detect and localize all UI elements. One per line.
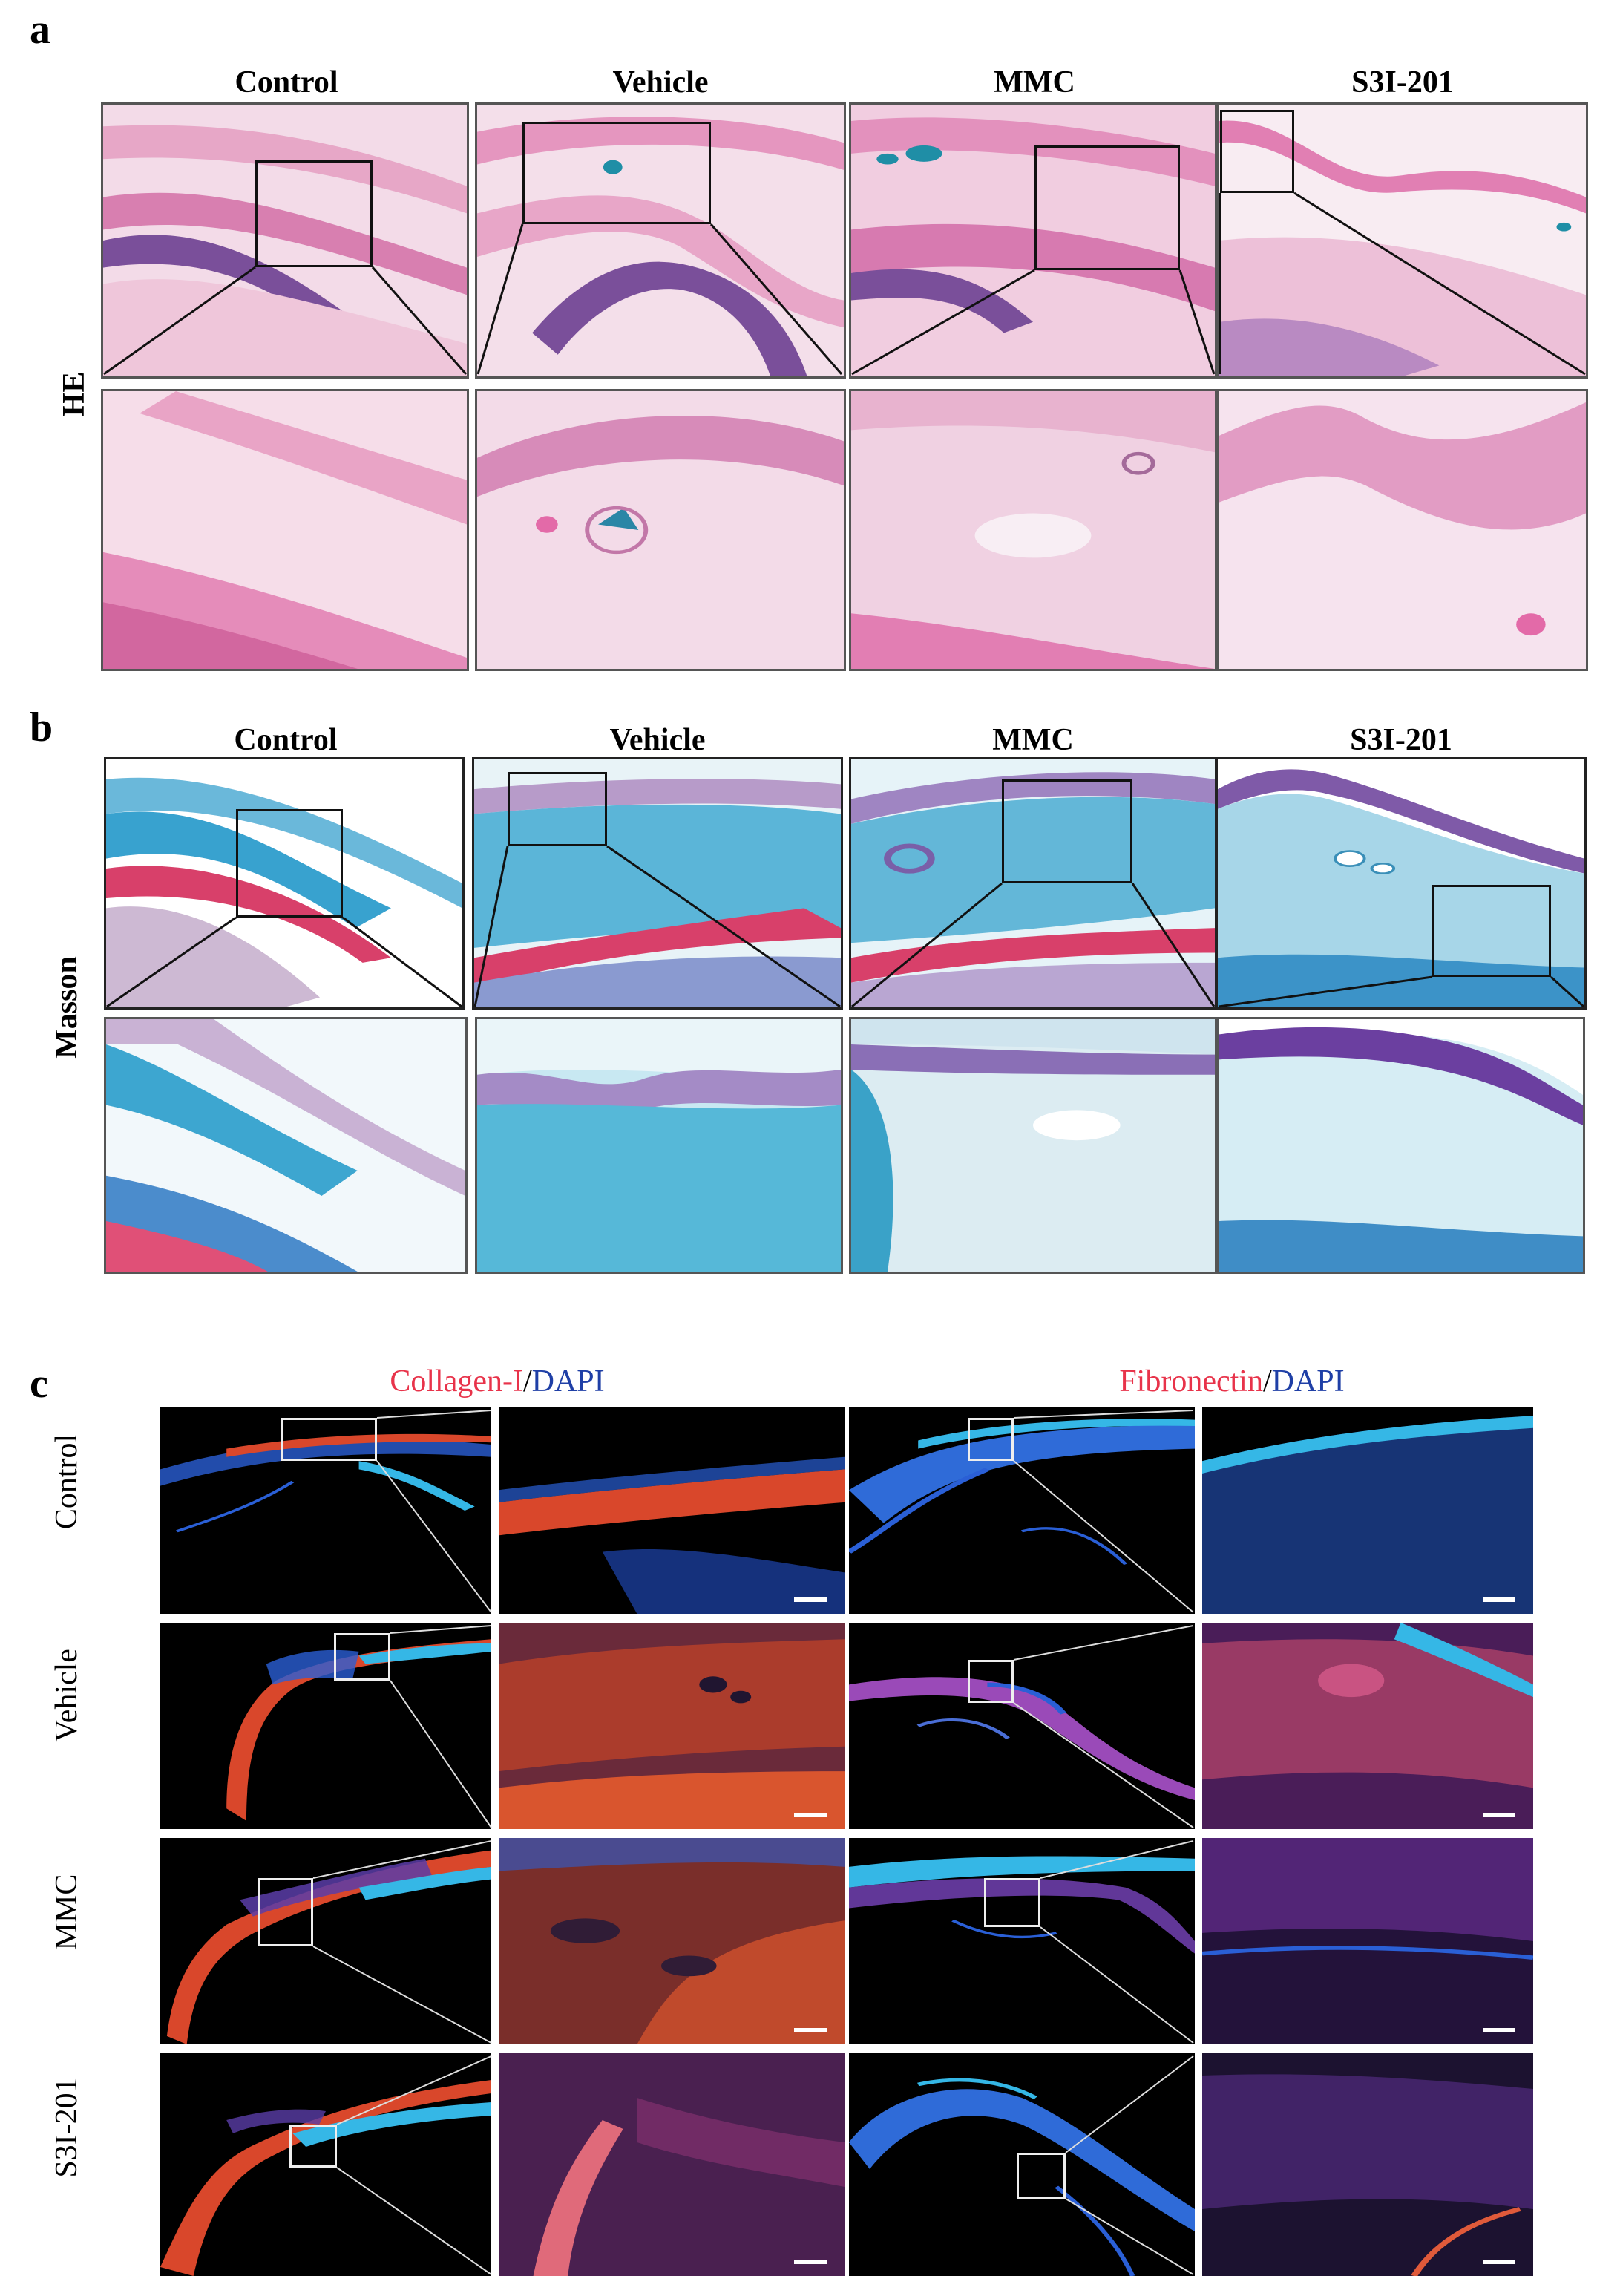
fibronectin-control-detail-image bbox=[1202, 1407, 1533, 1614]
collagen-control-detail-image bbox=[499, 1407, 845, 1614]
header-fibronectin-stain: Fibronectin bbox=[1119, 1364, 1263, 1399]
fibronectin-mmc-scale-bar bbox=[1483, 2028, 1515, 2032]
masson-s3i201-detail-image bbox=[1217, 1017, 1585, 1274]
panel-letter-c: c bbox=[30, 1361, 48, 1407]
fluor-row-label-control: Control bbox=[50, 1433, 84, 1530]
masson-control-detail-image bbox=[104, 1017, 468, 1274]
collagen-vehicle-detail-image bbox=[499, 1623, 845, 1829]
row-label-he: HE bbox=[57, 371, 91, 417]
masson-column-header-s3i201: S3I-201 bbox=[1350, 723, 1452, 757]
fibronectin-mmc-zoom-box bbox=[984, 1878, 1040, 1927]
fluor-row-label-vehicle: Vehicle bbox=[50, 1649, 84, 1742]
column-header-vehicle: Vehicle bbox=[612, 65, 709, 99]
fibronectin-s3i201-scale-bar bbox=[1483, 2260, 1515, 2264]
fluor-row-label-mmc: MMC bbox=[50, 1874, 84, 1951]
fibronectin-vehicle-overview-image bbox=[849, 1623, 1195, 1829]
collagen-mmc-zoom-box bbox=[258, 1878, 313, 1946]
masson-vehicle-detail-image bbox=[475, 1017, 843, 1274]
header-fibronectin-dapi: Fibronectin/DAPI bbox=[1039, 1366, 1425, 1397]
header-collagen-stain: Collagen-I bbox=[390, 1364, 523, 1399]
masson-column-header-mmc: MMC bbox=[992, 723, 1074, 757]
fibronectin-control-zoom-box bbox=[968, 1418, 1014, 1461]
fibronectin-control-overview-image bbox=[849, 1407, 1195, 1614]
he-control-zoom-box bbox=[255, 160, 373, 267]
fibronectin-mmc-overview-image bbox=[849, 1838, 1195, 2044]
collagen-s3i201-detail-image bbox=[499, 2053, 845, 2276]
collagen-control-zoom-box bbox=[281, 1418, 377, 1461]
masson-mmc-zoom-box bbox=[1002, 779, 1132, 883]
he-s3i201-zoom-box bbox=[1220, 110, 1294, 193]
collagen-vehicle-overview-image bbox=[160, 1623, 491, 1829]
header-fibronectin-counter: DAPI bbox=[1271, 1364, 1345, 1399]
column-header-mmc: MMC bbox=[994, 65, 1075, 99]
collagen-vehicle-scale-bar bbox=[794, 1813, 827, 1817]
collagen-s3i201-zoom-box bbox=[289, 2125, 337, 2168]
masson-column-header-control: Control bbox=[234, 723, 338, 757]
column-header-s3i201: S3I-201 bbox=[1351, 65, 1454, 99]
panel-letter-b: b bbox=[30, 704, 53, 750]
column-header-control: Control bbox=[235, 65, 338, 99]
fibronectin-mmc-detail-image bbox=[1202, 1838, 1533, 2044]
masson-column-header-vehicle: Vehicle bbox=[609, 723, 706, 757]
collagen-mmc-detail-image bbox=[499, 1838, 845, 2044]
masson-vehicle-zoom-box bbox=[508, 772, 607, 846]
collagen-s3i201-scale-bar bbox=[794, 2260, 827, 2264]
fluor-row-label-s3i201: S3I-201 bbox=[50, 2077, 84, 2178]
he-vehicle-zoom-box bbox=[522, 122, 711, 224]
fibronectin-control-scale-bar bbox=[1483, 1597, 1515, 1602]
row-label-masson: Masson bbox=[50, 956, 84, 1059]
fibronectin-vehicle-zoom-box bbox=[968, 1660, 1014, 1703]
collagen-control-scale-bar bbox=[794, 1597, 827, 1602]
collagen-mmc-scale-bar bbox=[794, 2028, 827, 2032]
masson-s3i201-zoom-box bbox=[1432, 885, 1551, 977]
collagen-mmc-overview-image bbox=[160, 1838, 491, 2044]
fibronectin-s3i201-detail-image bbox=[1202, 2053, 1533, 2276]
he-mmc-zoom-box bbox=[1034, 145, 1180, 270]
header-collagen-sep: / bbox=[522, 1364, 532, 1399]
fibronectin-s3i201-zoom-box bbox=[1017, 2153, 1066, 2199]
he-mmc-detail-image bbox=[849, 389, 1217, 671]
he-vehicle-detail-image bbox=[475, 389, 846, 671]
masson-s3i201-overview-image bbox=[1216, 757, 1587, 1010]
masson-mmc-detail-image bbox=[849, 1017, 1217, 1274]
he-control-detail-image bbox=[101, 389, 469, 671]
header-collagen-dapi: Collagen-I/DAPI bbox=[304, 1366, 690, 1397]
header-fibronectin-sep: / bbox=[1262, 1364, 1272, 1399]
panel-letter-a: a bbox=[30, 7, 50, 53]
header-collagen-counter: DAPI bbox=[531, 1364, 605, 1399]
fibronectin-vehicle-scale-bar bbox=[1483, 1813, 1515, 1817]
collagen-vehicle-zoom-box bbox=[334, 1633, 390, 1681]
he-s3i201-detail-image bbox=[1217, 389, 1588, 671]
masson-control-zoom-box bbox=[236, 809, 343, 918]
fibronectin-vehicle-detail-image bbox=[1202, 1623, 1533, 1829]
